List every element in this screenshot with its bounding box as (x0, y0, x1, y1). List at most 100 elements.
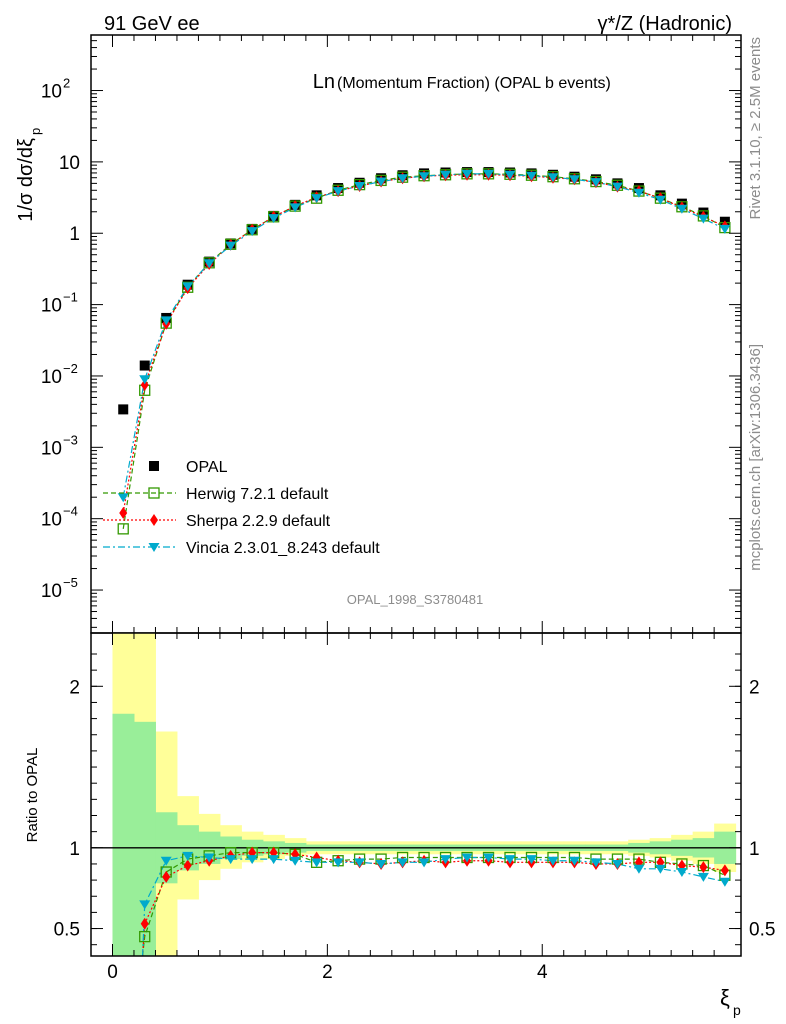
main-series-3-point (332, 187, 344, 197)
ratio-series-2-point (311, 858, 323, 868)
legend-label-1: Herwig 7.2.1 default (186, 486, 329, 503)
ratio-series-2-point (590, 858, 602, 868)
ratio-series-1-point (140, 917, 149, 930)
ratio-series-2-point (611, 859, 623, 869)
main-y-tick-label: 10 (41, 296, 62, 317)
main-series-3-point (397, 174, 409, 184)
mcplots-url-label: mcplots.cern.ch [arXiv:1306.3436] (747, 344, 764, 571)
ratio-y-tick-label: 2 (69, 677, 80, 698)
ratio-series-2-point (397, 858, 409, 868)
ratio-frame (90, 632, 742, 957)
ratio-series-2-point (289, 856, 301, 866)
ratio-axis-ticks: 0.5 0.5 1 1 2 2 0 2 4 (54, 633, 775, 983)
main-series-3-point (547, 173, 559, 183)
main-y-tick-exponent: −1 (63, 290, 78, 305)
ratio-series-2-point (139, 900, 151, 910)
legend-marker-3 (148, 543, 160, 552)
ratio-series-2-point (654, 864, 666, 874)
main-series-3-point (590, 178, 602, 188)
ratio-series-0-point (139, 930, 151, 943)
ratio-series-2-point (440, 855, 452, 865)
x-tick-label: 2 (322, 962, 333, 983)
ratio-series-2-point (225, 855, 237, 865)
ratio-series-2-point (547, 856, 559, 866)
ratio-series-2-point (375, 859, 387, 869)
ratio-series-1-point (699, 861, 708, 874)
main-series-line-3 (122, 173, 726, 498)
main-series-3-point (611, 182, 623, 192)
rivet-version-label: Rivet 3.1.10, ≥ 2.5M events (747, 37, 764, 220)
main-series-3-point (203, 259, 215, 269)
main-series-3-point (633, 188, 645, 198)
ratio-y-tick-label-right: 1 (749, 839, 760, 860)
ratio-series-2-point (676, 868, 688, 878)
main-series-3-point (354, 181, 366, 191)
ratio-series-line-0 (141, 852, 726, 957)
main-series-2-point (119, 507, 128, 520)
ratio-y-tick-label: 1 (69, 839, 80, 860)
ratio-series-2-point (719, 877, 731, 887)
main-series-3-point (697, 214, 709, 224)
main-y-tick-label: 1 (69, 224, 80, 245)
ratio-uncertainty-bands (112, 633, 737, 956)
legend-label-3: Vincia 2.3.01_8.243 default (186, 540, 380, 557)
main-y-axis-subscript: p (28, 128, 43, 135)
legend-marker-0 (149, 461, 159, 471)
header-left-label: 91 GeV ee (104, 13, 200, 35)
ratio-series-2-point (461, 853, 473, 863)
main-series-3-point (719, 224, 731, 234)
main-series-3-point (440, 170, 452, 180)
main-series-3-point (289, 203, 301, 213)
main-series-3-point (654, 195, 666, 205)
analysis-watermark: OPAL_1998_S3780481 (347, 592, 483, 607)
ratio-series-line-1 (141, 852, 725, 957)
ratio-series-2-point (504, 855, 516, 865)
main-series-3-point (461, 169, 473, 179)
main-series-3-point (525, 171, 537, 181)
x-tick-label: 0 (107, 962, 118, 983)
main-y-axis-label: 1/σ dσ/dξ (15, 138, 37, 222)
main-y-tick-label: 10 (59, 153, 80, 174)
legend: OPAL Herwig 7.2.1 default Sherpa 2.2.9 def… (103, 459, 380, 557)
x-axis-label: ξ (720, 985, 730, 1010)
ratio-series-2-point (203, 853, 215, 863)
main-series-3-point (504, 170, 516, 180)
main-series-3-point (375, 177, 387, 187)
legend-marker-1 (148, 487, 160, 499)
ratio-series-2-point (483, 853, 495, 863)
main-y-tick-exponent: −5 (63, 575, 78, 590)
main-series-1-point (117, 523, 129, 535)
main-y-tick-label: 10 (41, 367, 62, 388)
ratio-series-2-point (268, 855, 280, 865)
header-right-label: γ*/Z (Hadronic) (598, 13, 732, 35)
ratio-series-2-point (182, 851, 194, 861)
main-y-tick-exponent: −4 (63, 504, 78, 519)
ratio-series-1-point (162, 870, 171, 883)
main-y-tick-label: 10 (41, 581, 62, 602)
main-series-3-point (139, 375, 151, 385)
main-series-3-point (268, 214, 280, 224)
main-series-3-point (160, 316, 172, 326)
legend-label-0: OPAL (186, 459, 228, 476)
main-series-3-point (483, 169, 495, 179)
legend-label-2: Sherpa 2.2.9 default (186, 513, 331, 530)
main-y-tick-label: 10 (41, 438, 62, 459)
ratio-series-2-point (246, 855, 258, 865)
x-axis-subscript: p (733, 1002, 741, 1018)
main-y-tick-exponent: 2 (63, 76, 70, 91)
main-y-tick-exponent: −2 (63, 361, 78, 376)
ratio-green-band (112, 713, 135, 956)
main-y-tick-exponent: −3 (63, 432, 78, 447)
ratio-y-tick-label-right: 2 (749, 677, 760, 698)
main-series-3-point (182, 282, 194, 292)
ratio-series-line-2 (141, 855, 726, 957)
main-series-3-point (117, 493, 129, 503)
main-y-axis-title: 1/σ dσ/dξ p (15, 128, 43, 222)
ratio-series-2-point (354, 858, 366, 868)
main-series-0-point (118, 404, 129, 415)
main-series-3-point (225, 241, 237, 251)
ratio-series-1-point (183, 859, 192, 872)
ratio-series-1-point (720, 864, 729, 877)
